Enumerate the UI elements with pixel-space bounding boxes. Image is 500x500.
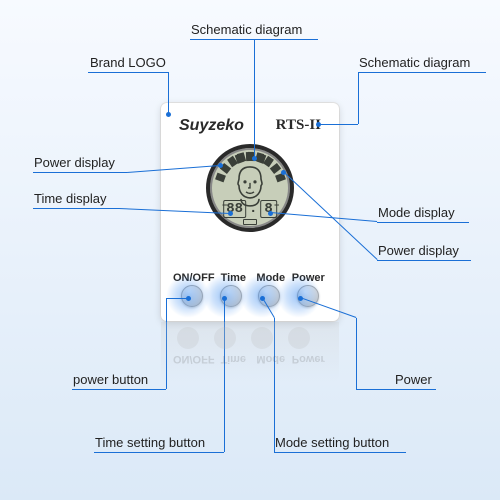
leader-line bbox=[166, 298, 188, 299]
callout-label: Mode setting button bbox=[275, 435, 389, 450]
leader-line bbox=[72, 389, 166, 390]
reflection-button bbox=[288, 327, 310, 349]
lcd-separator: . bbox=[249, 201, 257, 217]
reflection-labels: ON/OFFTimeModePower bbox=[173, 353, 327, 365]
callout-label: Time setting button bbox=[95, 435, 205, 450]
callout-label: Mode display bbox=[378, 205, 455, 220]
leader-dot bbox=[252, 156, 257, 161]
button-label: Power bbox=[290, 272, 327, 284]
button-label: ON/OFF bbox=[173, 272, 215, 284]
time-value: 88 bbox=[223, 200, 246, 218]
callout-label: Schematic diagram bbox=[191, 22, 302, 37]
reflection-button bbox=[251, 327, 273, 349]
callout-label: Time display bbox=[34, 191, 106, 206]
leader-line bbox=[318, 124, 358, 125]
brand-logo: Suyzeko bbox=[179, 117, 244, 135]
onoff-button[interactable] bbox=[181, 285, 203, 307]
callout-label: power button bbox=[73, 372, 148, 387]
callout-label: Power display bbox=[378, 243, 459, 258]
reflection-button bbox=[177, 327, 199, 349]
leader-dot bbox=[281, 170, 286, 175]
leader-dot bbox=[222, 296, 227, 301]
leader-line bbox=[33, 208, 119, 209]
leader-line bbox=[33, 172, 127, 173]
callout-label: Power display bbox=[34, 155, 115, 170]
leader-line bbox=[377, 222, 469, 223]
lcd-inner: −+−+ 88.8 bbox=[210, 148, 290, 228]
model-label: RTS-II bbox=[276, 117, 321, 134]
leader-dot bbox=[166, 112, 171, 117]
leader-line bbox=[358, 72, 359, 124]
leader-dot bbox=[228, 211, 233, 216]
battery-icon bbox=[243, 219, 257, 225]
leader-line bbox=[254, 39, 255, 158]
lcd-arc-segment bbox=[215, 173, 226, 183]
leader-dot bbox=[298, 296, 303, 301]
callout-label: Brand LOGO bbox=[90, 55, 166, 70]
leader-dot bbox=[186, 296, 191, 301]
button-label: Mode bbox=[252, 272, 289, 284]
button-labels-row: ON/OFFTimeModePower bbox=[173, 272, 327, 284]
leader-line bbox=[88, 72, 168, 73]
leader-line bbox=[274, 452, 406, 453]
leader-line bbox=[168, 72, 169, 114]
leader-line bbox=[356, 318, 357, 389]
leader-dot bbox=[218, 163, 223, 168]
leader-line bbox=[358, 72, 486, 73]
leader-line bbox=[356, 389, 436, 390]
leader-line bbox=[377, 260, 471, 261]
button-row bbox=[173, 285, 327, 307]
leader-dot bbox=[268, 211, 273, 216]
reflection-button bbox=[214, 327, 236, 349]
callout-label: Power bbox=[395, 372, 432, 387]
lcd-scale-marker: + bbox=[268, 156, 273, 166]
leader-line bbox=[94, 452, 224, 453]
button-label: Time bbox=[215, 272, 252, 284]
callout-label: Schematic diagram bbox=[359, 55, 470, 70]
leader-dot bbox=[260, 296, 265, 301]
leader-dot bbox=[316, 122, 321, 127]
lcd-display: −+−+ 88.8 bbox=[206, 144, 294, 232]
